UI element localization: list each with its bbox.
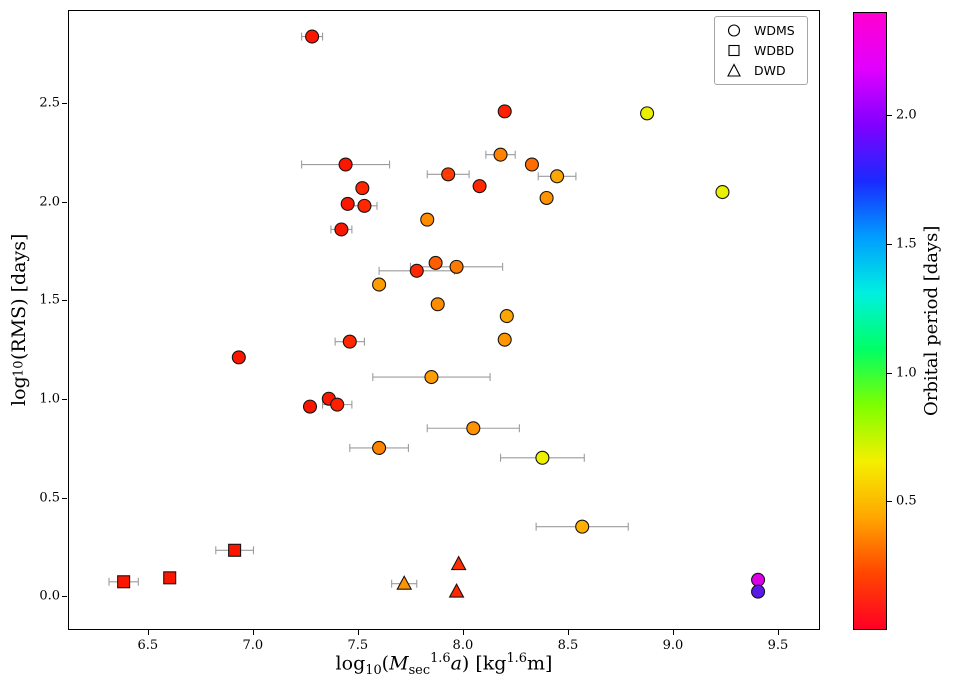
data-point-circle bbox=[305, 29, 320, 44]
data-point-circle bbox=[372, 277, 387, 292]
data-point-circle bbox=[497, 104, 512, 119]
square-marker-icon bbox=[728, 44, 740, 57]
colorbar-tick-mark bbox=[887, 372, 892, 374]
data-point-circle bbox=[430, 297, 445, 312]
x-tick-label: 7.5 bbox=[347, 638, 369, 653]
data-point-circle bbox=[524, 157, 539, 172]
colorbar-tick-label: 2.0 bbox=[896, 107, 917, 123]
plot-area bbox=[68, 10, 820, 630]
data-point-circle bbox=[355, 181, 370, 196]
data-point-circle bbox=[342, 334, 357, 349]
x-axis-label: log10(Msec1.6a) [kg1.6m] bbox=[335, 651, 553, 679]
y-tick-mark bbox=[62, 596, 67, 598]
x-tick-label: 7.0 bbox=[242, 638, 264, 653]
colorbar-tick-label: 1.0 bbox=[896, 365, 917, 380]
data-point-circle bbox=[357, 198, 372, 213]
x-tick-mark bbox=[357, 630, 359, 635]
data-point-circle bbox=[535, 450, 550, 465]
colorbar-tick-mark bbox=[887, 115, 892, 116]
colorbar-tick-label: 0.5 bbox=[896, 493, 917, 509]
legend-label-wdbd: WDBD bbox=[754, 43, 795, 58]
data-point-circle bbox=[539, 190, 554, 206]
legend-label-dwd: DWD bbox=[754, 63, 786, 78]
colorbar-tick-mark bbox=[887, 243, 892, 245]
triangle-marker-icon bbox=[727, 63, 741, 77]
colorbar-label: Orbital period [days] bbox=[921, 225, 942, 417]
data-point-circle bbox=[449, 259, 464, 274]
data-point-circle bbox=[499, 309, 514, 324]
data-point-circle bbox=[751, 584, 766, 599]
data-point-circle bbox=[409, 263, 424, 278]
data-point-circle bbox=[751, 572, 766, 587]
data-point-circle bbox=[466, 421, 481, 436]
x-tick-label: 8.0 bbox=[452, 638, 474, 653]
x-tick-mark bbox=[462, 630, 464, 635]
x-tick-mark bbox=[567, 630, 569, 635]
plot-canvas bbox=[108, 29, 766, 599]
data-point-circle bbox=[428, 255, 443, 270]
x-tick-label: 9.0 bbox=[662, 638, 684, 653]
y-tick-label: 0.0 bbox=[39, 588, 60, 604]
data-point-circle bbox=[497, 332, 512, 347]
data-point-circle bbox=[372, 440, 387, 455]
legend-label-wdms: WDMS bbox=[754, 23, 795, 38]
data-point-circle bbox=[338, 157, 353, 172]
data-point-circle bbox=[472, 179, 487, 194]
data-point-circle bbox=[575, 519, 590, 534]
legend-item-wdbd: WDBD bbox=[723, 43, 795, 58]
data-point-square bbox=[228, 543, 242, 557]
x-tick-mark bbox=[672, 630, 674, 635]
data-point-triangle bbox=[396, 575, 413, 590]
data-point-circle bbox=[715, 185, 730, 200]
y-tick-label: 0.5 bbox=[39, 490, 60, 506]
x-tick-label: 9.5 bbox=[767, 638, 789, 653]
data-point-square bbox=[163, 571, 177, 585]
y-tick-mark bbox=[62, 497, 67, 499]
colorbar-tick-mark bbox=[887, 501, 892, 503]
data-point-circle bbox=[334, 222, 349, 237]
circle-marker-icon bbox=[727, 24, 741, 37]
legend: WDMS WDBD DWD bbox=[714, 16, 808, 85]
y-tick-mark bbox=[62, 102, 67, 104]
data-point-circle bbox=[330, 397, 345, 412]
data-point-triangle bbox=[450, 555, 467, 571]
data-point-circle bbox=[340, 196, 355, 211]
data-point-triangle bbox=[448, 582, 465, 598]
x-tick-label: 6.5 bbox=[137, 638, 159, 653]
y-tick-label: 1.0 bbox=[39, 391, 60, 407]
y-tick-label: 2.0 bbox=[39, 194, 60, 210]
data-point-circle bbox=[302, 399, 318, 414]
y-tick-label: 2.5 bbox=[39, 95, 60, 111]
x-tick-label: 8.5 bbox=[557, 638, 579, 653]
data-point-circle bbox=[493, 147, 508, 162]
data-point-circle bbox=[420, 212, 435, 227]
y-tick-mark bbox=[62, 201, 67, 203]
legend-item-wdms: WDMS bbox=[723, 23, 795, 38]
x-tick-mark bbox=[777, 630, 779, 635]
colorbar-tick-label: 1.5 bbox=[896, 236, 917, 252]
y-tick-mark bbox=[62, 300, 67, 302]
data-point-circle bbox=[441, 167, 456, 182]
legend-item-dwd: DWD bbox=[723, 63, 795, 78]
x-tick-mark bbox=[252, 630, 254, 635]
y-tick-mark bbox=[62, 398, 67, 400]
y-tick-label: 1.5 bbox=[39, 292, 60, 308]
data-point-circle bbox=[640, 106, 655, 121]
data-point-circle bbox=[550, 169, 565, 184]
x-tick-mark bbox=[147, 630, 149, 635]
data-point-circle bbox=[231, 350, 246, 365]
colorbar bbox=[853, 12, 887, 630]
data-point-circle bbox=[424, 370, 439, 385]
data-point-square bbox=[117, 575, 131, 589]
